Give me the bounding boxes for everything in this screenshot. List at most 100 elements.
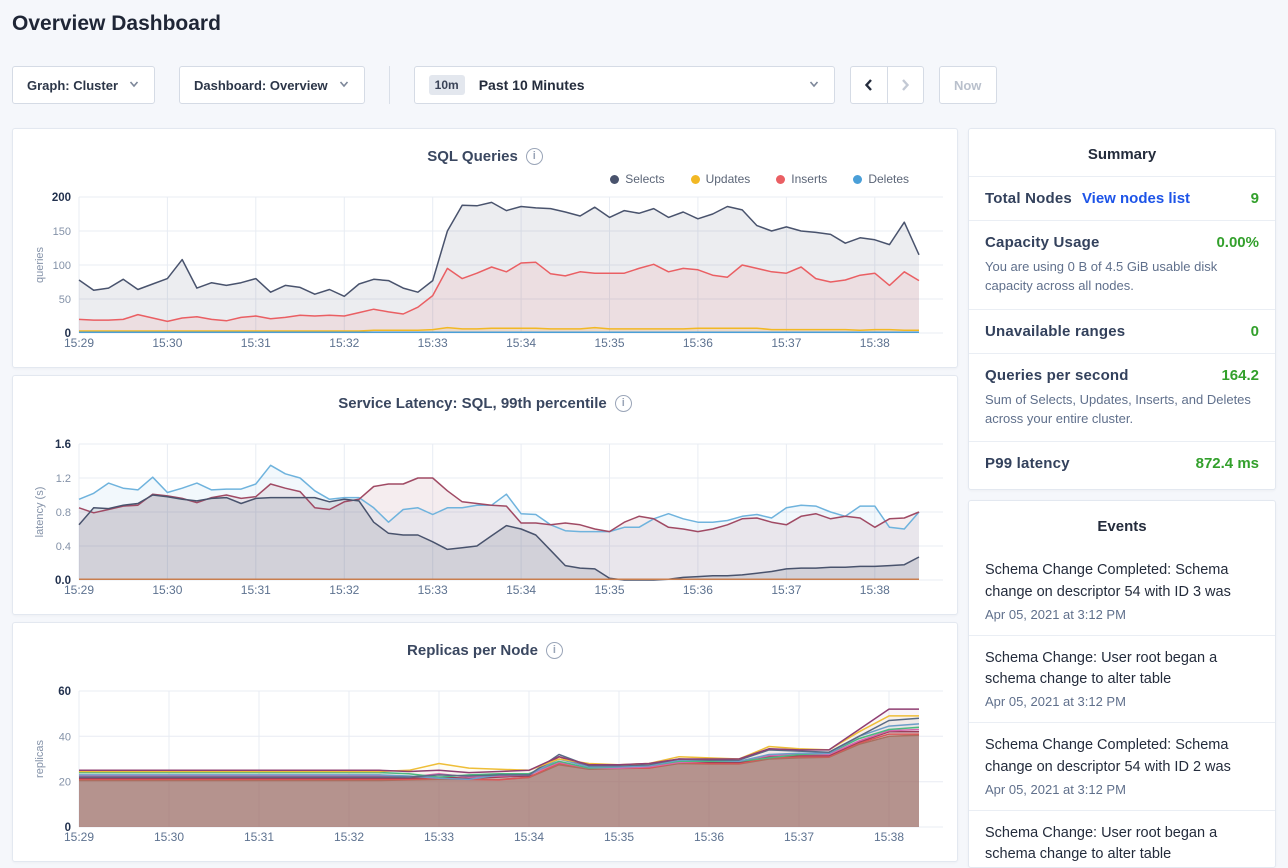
- graph-dropdown[interactable]: Graph: Cluster: [12, 66, 156, 104]
- svg-text:60: 60: [58, 686, 71, 698]
- chevron-down-icon: [808, 78, 820, 93]
- chart-title: SQL Queries: [427, 147, 518, 165]
- toolbar: Graph: Cluster Dashboard: Overview 10m P…: [12, 66, 997, 104]
- svg-text:200: 200: [52, 192, 71, 204]
- summary-row-p99-latency: P99 latency 872.4 ms: [969, 441, 1275, 485]
- event-list-item[interactable]: Schema Change Completed: Schema change o…: [969, 723, 1275, 811]
- svg-text:15:34: 15:34: [514, 830, 544, 844]
- total-nodes-label: Total Nodes: [985, 190, 1072, 207]
- event-list-item[interactable]: Schema Change Completed: Schema change o…: [969, 548, 1275, 636]
- graph-dropdown-label: Graph: Cluster: [27, 77, 119, 93]
- event-timestamp: Apr 05, 2021 at 3:12 PM: [985, 781, 1126, 797]
- event-timestamp: Apr 05, 2021 at 3:12 PM: [985, 606, 1126, 622]
- info-icon[interactable]: i: [614, 394, 632, 412]
- info-icon[interactable]: i: [545, 641, 563, 659]
- svg-text:15:35: 15:35: [604, 830, 634, 844]
- legend-dot: [776, 174, 786, 184]
- svg-text:15:37: 15:37: [771, 583, 801, 597]
- now-button[interactable]: Now: [938, 66, 997, 104]
- event-text: Schema Change Completed: Schema change o…: [985, 737, 1231, 775]
- capacity-usage-value: 0.00%: [1216, 234, 1259, 251]
- summary-row-unavailable-ranges: Unavailable ranges 0: [969, 308, 1275, 353]
- svg-text:15:36: 15:36: [683, 583, 713, 597]
- summary-panel: Summary Total Nodes View nodes list 9 Ca…: [968, 128, 1276, 490]
- sql-queries-chart[interactable]: 0 50 100 150 200 15:29 15:30 15:31 15:32 15:33 15:…: [13, 189, 957, 357]
- time-range-label: Past 10 Minutes: [478, 77, 585, 93]
- svg-text:15:29: 15:29: [64, 336, 94, 350]
- svg-text:0.4: 0.4: [56, 541, 71, 553]
- capacity-usage-description: You are using 0 B of 4.5 GiB usable disk…: [985, 259, 1218, 293]
- svg-text:15:34: 15:34: [506, 583, 536, 597]
- svg-text:15:36: 15:36: [694, 830, 724, 844]
- next-time-button[interactable]: [886, 67, 923, 103]
- capacity-usage-label: Capacity Usage: [985, 234, 1100, 251]
- svg-text:15:37: 15:37: [771, 336, 801, 350]
- svg-text:150: 150: [53, 226, 71, 238]
- summary-title: Summary: [1087, 146, 1157, 163]
- legend-dot: [853, 174, 863, 184]
- p99-latency-label: P99 latency: [985, 455, 1070, 473]
- chart-legend: [13, 416, 957, 436]
- svg-text:15:33: 15:33: [418, 336, 448, 350]
- svg-text:15:37: 15:37: [784, 830, 814, 844]
- svg-text:15:32: 15:32: [329, 583, 359, 597]
- replicas-per-node-chart[interactable]: 0 20 40 60 15:29 15:30 15:31 15:32 15:33 15:34 15:…: [13, 683, 957, 851]
- chevron-down-icon: [128, 78, 140, 93]
- events-title: Events: [1097, 518, 1147, 535]
- svg-text:15:38: 15:38: [860, 583, 890, 597]
- svg-text:0: 0: [65, 328, 71, 340]
- svg-text:15:32: 15:32: [334, 830, 364, 844]
- svg-text:15:34: 15:34: [506, 336, 536, 350]
- svg-text:15:30: 15:30: [152, 336, 182, 350]
- service-latency-chart[interactable]: 0.0 0.4 0.8 1.2 1.6 15:29 15:30 15:31 15:32 15:33…: [13, 436, 957, 604]
- legend-item-inserts[interactable]: Inserts: [776, 172, 827, 186]
- info-icon[interactable]: i: [525, 147, 543, 165]
- svg-text:latency (s): latency (s): [34, 487, 46, 538]
- legend-item-updates[interactable]: Updates: [690, 172, 750, 186]
- event-text: Schema Change: User root began a schema …: [985, 649, 1218, 688]
- svg-text:15:35: 15:35: [594, 336, 624, 350]
- svg-text:15:30: 15:30: [154, 830, 184, 844]
- svg-text:15:33: 15:33: [418, 583, 448, 597]
- event-timestamp: Apr 05, 2021 at 3:12 PM: [985, 694, 1126, 709]
- summary-row-total-nodes: Total Nodes View nodes list 9: [969, 176, 1275, 220]
- chart-legend: Selects Updates Inserts Deletes: [13, 169, 957, 189]
- svg-text:15:31: 15:31: [244, 830, 274, 844]
- event-list-item[interactable]: Schema Change: User root began a schema …: [969, 636, 1275, 723]
- svg-text:15:31: 15:31: [241, 336, 271, 350]
- previous-time-button[interactable]: [851, 67, 887, 103]
- dashboard-dropdown-label: Dashboard: Overview: [194, 77, 328, 93]
- event-list-item[interactable]: Schema Change: User root began a schema …: [969, 811, 1275, 868]
- dashboard-dropdown[interactable]: Dashboard: Overview: [179, 66, 365, 104]
- svg-text:queries: queries: [34, 246, 46, 283]
- replicas-per-node-chart-panel: Replicas per Node i 0 20 40 60 15:29 15:30 15:…: [12, 622, 958, 862]
- legend-item-selects[interactable]: Selects: [610, 172, 665, 186]
- queries-per-second-description: Sum of Selects, Updates, Inserts, and De…: [985, 391, 1251, 426]
- svg-text:15:29: 15:29: [64, 583, 94, 597]
- events-panel: Events Schema Change Completed: Schema c…: [968, 500, 1276, 868]
- unavailable-ranges-label: Unavailable ranges: [985, 322, 1126, 340]
- total-nodes-value: 9: [1250, 190, 1259, 207]
- time-range-picker[interactable]: 10m Past 10 Minutes: [413, 66, 835, 104]
- queries-per-second-value: 164.2: [1221, 366, 1259, 384]
- legend-dot: [610, 174, 620, 184]
- summary-row-queries-per-second: Queries per second 164.2 Sum of Selects,…: [969, 352, 1275, 442]
- chart-title: Service Latency: SQL, 99th percentile: [338, 394, 607, 412]
- event-text: Schema Change: User root began a schema …: [985, 824, 1218, 863]
- svg-text:15:38: 15:38: [860, 336, 890, 350]
- legend-item-deletes[interactable]: Deletes: [853, 172, 909, 186]
- chart-legend: [13, 663, 957, 683]
- svg-text:15:33: 15:33: [424, 830, 454, 844]
- legend-label: Selects: [625, 172, 665, 186]
- svg-text:replicas: replicas: [34, 740, 46, 778]
- svg-text:40: 40: [59, 731, 71, 743]
- event-text: Schema Change Completed: Schema change o…: [985, 562, 1231, 600]
- svg-text:15:35: 15:35: [594, 583, 624, 597]
- view-nodes-list-link[interactable]: View nodes list: [1081, 190, 1191, 207]
- svg-text:1.6: 1.6: [55, 439, 71, 451]
- page-title: Overview Dashboard: [12, 12, 221, 35]
- queries-per-second-label: Queries per second: [985, 366, 1129, 384]
- toolbar-divider: [388, 66, 390, 104]
- summary-row-capacity-usage: Capacity Usage 0.00% You are using 0 B o…: [969, 220, 1275, 309]
